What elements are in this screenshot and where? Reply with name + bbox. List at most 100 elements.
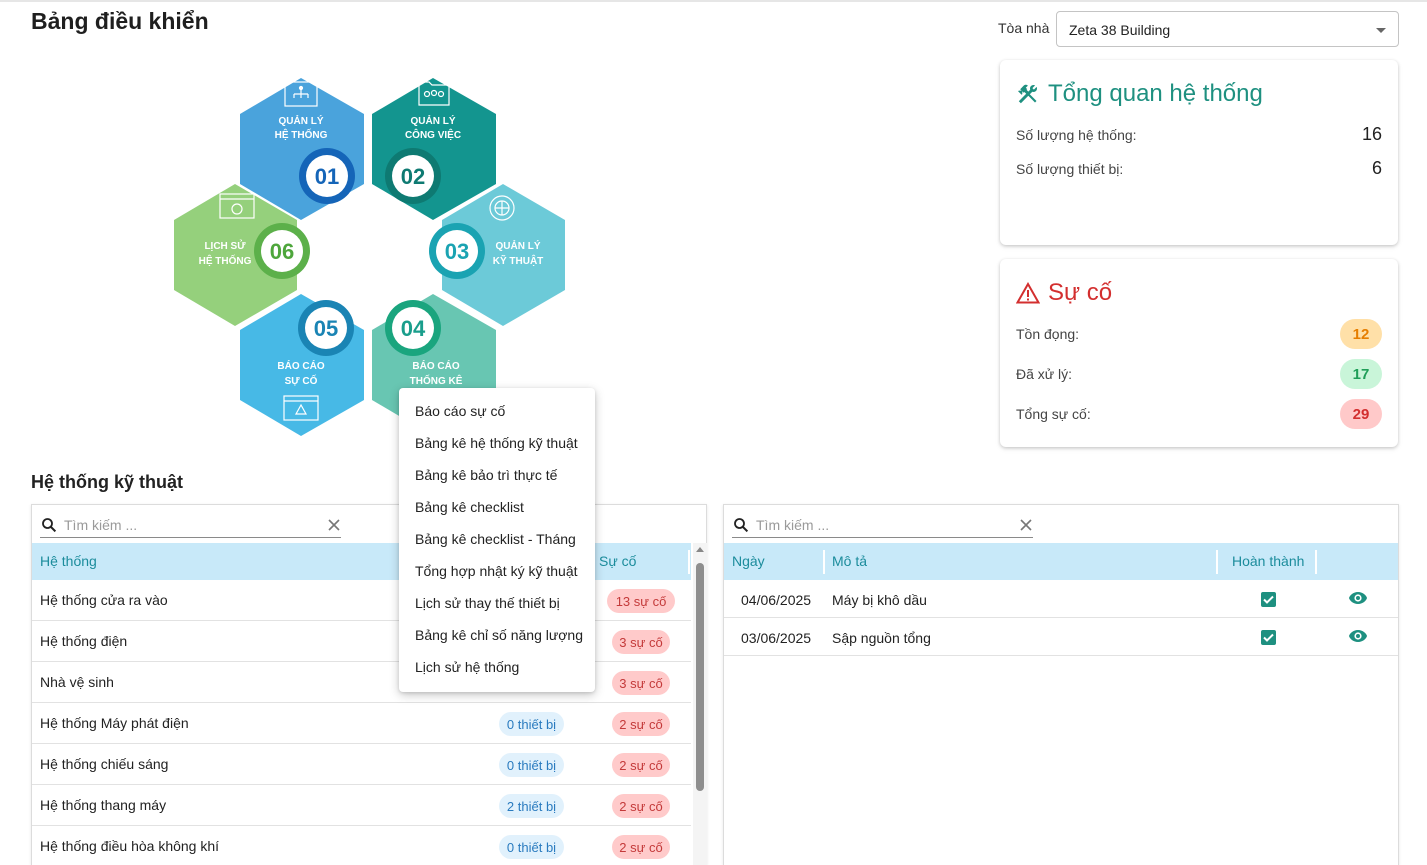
tools-icon <box>1018 84 1037 104</box>
module-06-line2: HỆ THỐNG <box>199 253 252 267</box>
system-count-value: 16 <box>1361 124 1382 144</box>
module-02-line1: QUẢN LÝ <box>411 114 456 127</box>
incident-badge: 2 sự cố <box>612 753 670 777</box>
total-incident-badge: 29 <box>1340 399 1382 429</box>
menu-item-checklist[interactable]: Bảng kê checklist <box>415 499 524 515</box>
pending-label: Tồn đọng: <box>1016 326 1080 342</box>
column-description[interactable]: Mô tả <box>832 553 868 569</box>
building-select[interactable]: Zeta 38 Building <box>1056 11 1399 47</box>
table-row[interactable]: Hệ thống Máy phát điện 0 thiết bị 2 sự c… <box>32 703 691 744</box>
incident-badge: 3 sự cố <box>612 630 670 654</box>
incidents-search[interactable]: Tìm kiếm ... <box>732 512 1033 538</box>
hierarchy-icon <box>284 81 318 107</box>
scrollbar-thumb[interactable] <box>696 563 704 791</box>
module-06-line1: LỊCH SỬ <box>204 239 246 252</box>
table-row[interactable]: Hệ thống thang máy 2 thiết bị 2 sự cố <box>32 785 691 826</box>
column-incidents[interactable]: Sự cố <box>599 553 637 569</box>
history-window-icon <box>219 193 255 219</box>
menu-item-incident-report[interactable]: Báo cáo sự cố <box>415 403 506 419</box>
scroll-up-arrow-icon[interactable] <box>696 547 704 552</box>
check-icon <box>1263 633 1274 642</box>
column-date[interactable]: Ngày <box>732 553 765 569</box>
module-05-line1: BÁO CÁO <box>277 359 324 372</box>
menu-item-checklist-month[interactable]: Bảng kê checklist - Tháng <box>415 531 576 547</box>
incident-badge: 13 sự cố <box>607 589 675 613</box>
folder-team-icon <box>418 81 450 106</box>
device-badge: 0 thiết bị <box>499 835 564 859</box>
incident-date: 03/06/2025 <box>741 630 812 646</box>
incidents-search-placeholder: Tìm kiếm ... <box>756 516 830 533</box>
table-row[interactable]: Nhà vệ sinh 3 sự cố <box>32 662 691 703</box>
system-name: Hệ thống thang máy <box>40 797 167 813</box>
pending-count-badge: 12 <box>1340 319 1382 349</box>
system-name: Hệ thống điều hòa không khí <box>40 838 220 854</box>
device-badge: 0 thiết bị <box>499 753 564 777</box>
incidents-table: Tìm kiếm ... Ngày Mô tả Hoàn thành 04/06… <box>723 504 1399 865</box>
module-03-number-badge: 03 <box>429 223 485 279</box>
column-completed[interactable]: Hoàn thành <box>1232 553 1305 569</box>
close-icon[interactable] <box>1019 518 1033 532</box>
search-icon <box>42 517 57 532</box>
module-03-line1: QUẢN LÝ <box>496 239 541 252</box>
incident-date: 04/06/2025 <box>741 592 812 608</box>
module-04-number-badge: 04 <box>385 300 441 356</box>
menu-item-actual-maintenance[interactable]: Bảng kê bảo trì thực tế <box>415 467 558 483</box>
systems-search-placeholder: Tìm kiếm ... <box>64 516 138 533</box>
table-row[interactable]: 04/06/2025 Máy bị khô dầu <box>724 580 1398 618</box>
system-count-row: Số lượng hệ thống: 16 <box>1016 124 1382 145</box>
warning-window-icon <box>283 395 319 421</box>
close-icon[interactable] <box>327 518 341 532</box>
column-divider <box>1315 550 1317 574</box>
module-06-hex <box>174 184 297 326</box>
menu-item-technical-system-list[interactable]: Bảng kê hệ thống kỹ thuật <box>415 435 578 451</box>
table-row[interactable]: Hệ thống cửa ra vào 13 sự cố <box>32 580 691 621</box>
incident-badge: 2 sự cố <box>612 835 670 859</box>
module-05-number-badge: 05 <box>298 300 354 356</box>
pending-row: Tồn đọng: 12 <box>1016 319 1382 349</box>
module-03-tile[interactable]: QUẢN LÝ KỸ THUẬT <box>442 184 565 326</box>
module-infographic: QUẢN LÝ HỆ THỐNG QUẢN LÝ CÔNG VIỆC QUẢN … <box>170 74 570 444</box>
module-04-number: 04 <box>401 316 426 341</box>
incident-badge: 2 sự cố <box>612 712 670 736</box>
module-06-tile[interactable]: LỊCH SỬ HỆ THỐNG <box>174 184 297 326</box>
table-row[interactable]: Hệ thống điều hòa không khí 0 thiết bị 2… <box>32 826 691 865</box>
system-overview-card: Tổng quan hệ thống Số lượng hệ thống: 16… <box>1000 60 1398 245</box>
module-02-hex <box>372 78 496 220</box>
table-row[interactable]: 03/06/2025 Sập nguồn tổng <box>724 618 1398 656</box>
module-03-line2: KỸ THUẬT <box>493 254 544 267</box>
globe-gear-icon <box>489 195 515 221</box>
module-02-tile[interactable]: QUẢN LÝ CÔNG VIỆC <box>372 78 496 220</box>
menu-item-system-history[interactable]: Lịch sử hệ thống <box>415 659 520 675</box>
incident-badge: 3 sự cố <box>612 671 670 695</box>
module-04-line1: BÁO CÁO <box>412 359 459 372</box>
menu-item-energy-index[interactable]: Bảng kê chỉ số năng lượng <box>415 627 583 643</box>
building-label: Tòa nhà <box>998 20 1050 36</box>
column-system[interactable]: Hệ thống <box>40 553 97 569</box>
top-divider <box>0 0 1427 2</box>
systems-scrollbar[interactable] <box>693 543 707 865</box>
completed-checkbox[interactable] <box>1261 630 1276 645</box>
eye-icon[interactable] <box>1348 628 1368 644</box>
table-row[interactable]: Hệ thống điện 3 sự cố <box>32 621 691 662</box>
menu-item-device-replacement-history[interactable]: Lịch sử thay thế thiết bị <box>415 595 560 611</box>
module-01-number-badge: 01 <box>299 148 355 204</box>
table-row[interactable]: Hệ thống chiếu sáng 0 thiết bị 2 sự cố <box>32 744 691 785</box>
building-select-value: Zeta 38 Building <box>1069 22 1171 38</box>
device-badge: 2 thiết bị <box>499 794 564 818</box>
systems-search[interactable]: Tìm kiếm ... <box>40 512 341 538</box>
menu-item-technical-log[interactable]: Tổng hợp nhật ký kỹ thuật <box>415 563 578 579</box>
system-name: Hệ thống cửa ra vào <box>40 592 168 608</box>
completed-checkbox[interactable] <box>1261 592 1276 607</box>
device-count-value: 6 <box>1371 158 1382 178</box>
eye-icon[interactable] <box>1348 590 1368 606</box>
incidents-table-header: Ngày Mô tả Hoàn thành <box>724 543 1398 580</box>
resolved-count-badge: 17 <box>1340 359 1382 389</box>
warning-icon <box>1016 282 1040 304</box>
module-05-number: 05 <box>314 316 338 341</box>
module-02-line2: CÔNG VIỆC <box>405 128 461 141</box>
module-02-number-badge: 02 <box>385 148 441 204</box>
chevron-down-icon <box>1376 28 1386 33</box>
module-01-line2: HỆ THỐNG <box>275 127 328 141</box>
module-03-hex <box>442 184 565 326</box>
incident-title-text: Sự cố <box>1048 279 1113 306</box>
